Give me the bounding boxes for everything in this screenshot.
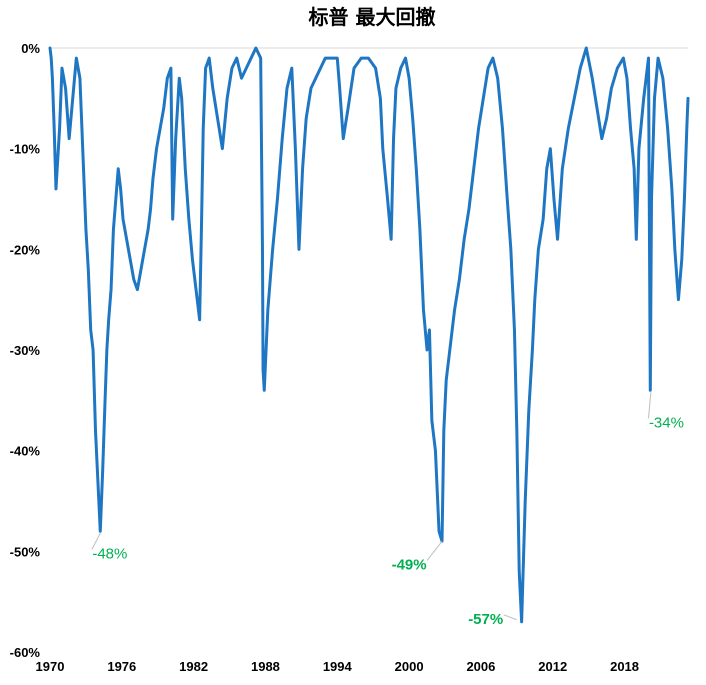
chart-title: 标普 最大回撤 — [309, 5, 436, 29]
x-tick-label: 1988 — [251, 659, 280, 674]
annotation-leader-line — [503, 614, 518, 621]
x-tick-label: 1976 — [107, 659, 136, 674]
drawdown-annotation-label: -34% — [649, 414, 684, 431]
x-tick-label: 1994 — [323, 659, 353, 674]
annotation-leader-line — [426, 540, 443, 561]
drawdown-annotation-label: -57% — [468, 611, 503, 628]
x-tick-label: 1970 — [36, 659, 65, 674]
annotations-layer: -48% -49% -57% -34% — [91, 392, 684, 628]
y-tick-label: -60% — [10, 645, 41, 660]
y-tick-label: -40% — [10, 444, 41, 459]
y-tick-label: -10% — [10, 142, 41, 157]
drawdown-annotation-label: -48% — [92, 545, 127, 562]
annotation-leader-line — [91, 532, 101, 550]
x-tick-label: 2006 — [466, 659, 495, 674]
drawdown-annotation-label: -49% — [392, 556, 427, 573]
annotation-leader-line — [647, 392, 652, 419]
y-tick-label: 0% — [21, 41, 40, 56]
x-tick-label: 2012 — [538, 659, 567, 674]
y-tick-label: -50% — [10, 544, 41, 559]
series-layer — [48, 46, 690, 624]
y-tick-label: -20% — [10, 242, 41, 257]
axes-layer: 0% -10% -20% -30% -40% -50% -60%1970 1976 1982 19… — [10, 41, 688, 674]
y-tick-label: -30% — [10, 343, 41, 358]
x-tick-label: 2000 — [395, 659, 424, 674]
x-tick-label: 1982 — [179, 659, 208, 674]
drawdown-series-line — [48, 46, 690, 624]
x-tick-label: 2018 — [610, 659, 639, 674]
